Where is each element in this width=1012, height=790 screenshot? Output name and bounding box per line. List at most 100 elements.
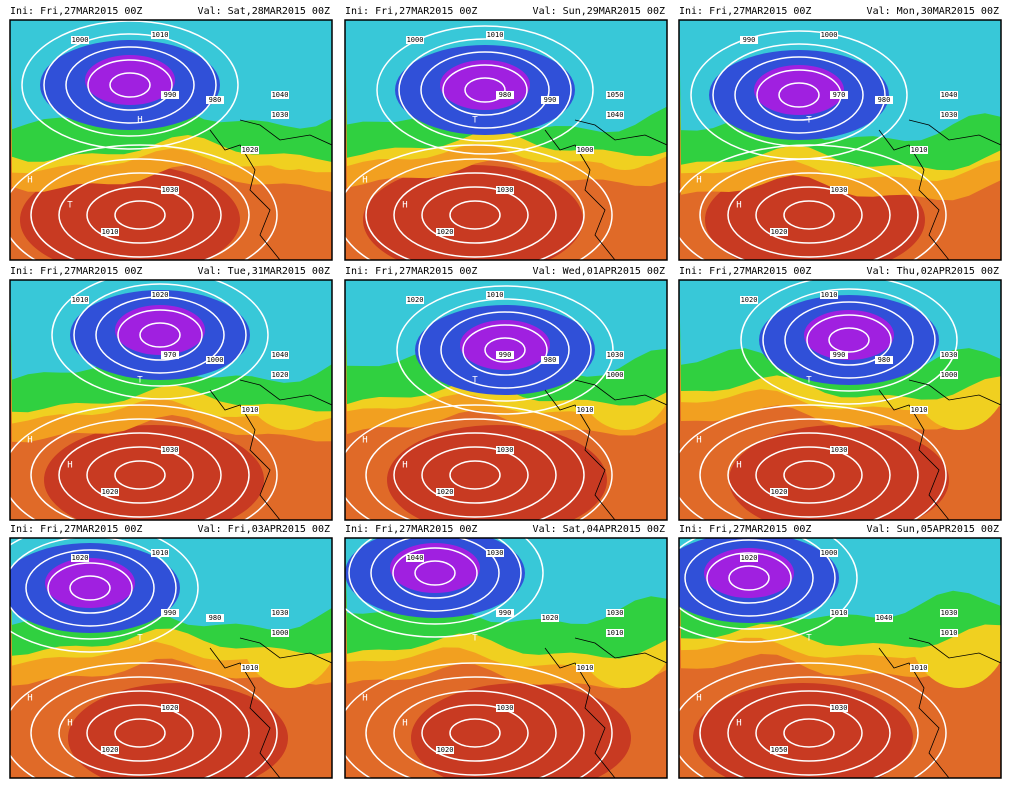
isobar [449, 718, 501, 748]
pressure-center: T [472, 116, 478, 126]
label-bg [151, 291, 169, 299]
isobar-label: 1000 [821, 549, 838, 557]
coastline [544, 129, 616, 260]
init-time: Ini: Fri,27MAR2015 00Z [10, 6, 142, 17]
isobar [727, 432, 891, 518]
label-bg [830, 609, 848, 617]
isobar-label: 980 [878, 96, 891, 104]
isobar [398, 38, 572, 142]
coastline [209, 389, 281, 520]
pressure-center: H [362, 436, 367, 446]
isobar [10, 144, 278, 260]
label-bg [71, 554, 89, 562]
map-layers: 1000 1010 990 980 1040 1030 1020 1030 1010 H T H [10, 20, 332, 260]
isobar-label: 990 [164, 609, 177, 617]
isobar [418, 298, 592, 402]
label-bg [830, 186, 848, 194]
isobar [65, 46, 195, 124]
label-bg [496, 186, 514, 194]
label-bg [71, 36, 89, 44]
label-bg [271, 629, 289, 637]
label-bg [576, 664, 594, 672]
isobar-label: 1040 [272, 351, 289, 359]
isobar [10, 662, 278, 778]
weather-map: 1020 1010 990 980 1030 1000 1010 1030 1020 H H T [345, 280, 667, 520]
label-bg [241, 664, 259, 672]
isobar [86, 186, 194, 244]
isobar [114, 460, 166, 490]
map-layers: 1040 1030 990 1020 1030 1010 1010 1030 1020 H H T [345, 538, 667, 778]
purple-low [754, 65, 844, 115]
isobar [139, 322, 181, 348]
pressure-center: H [67, 461, 72, 471]
isobar-label: 970 [833, 91, 846, 99]
isobar-label: 1010 [607, 629, 624, 637]
isobar [376, 25, 594, 155]
isobar [345, 404, 613, 520]
isobar [727, 690, 891, 776]
isobar [484, 337, 526, 363]
weather-map: 1020 1010 990 980 1030 1000 1010 1020 1020 H H T [10, 538, 332, 778]
isobar [10, 538, 199, 653]
isobar-label: 1010 [487, 291, 504, 299]
panel-frame [678, 537, 1002, 779]
isobar-label: 1020 [741, 296, 758, 304]
isobar [87, 59, 173, 111]
isobar [806, 314, 892, 366]
weather-map: 990 1000 970 980 1040 1030 1010 1030 1020 H H T [679, 20, 1001, 260]
isobar [117, 309, 203, 361]
isobar-label: 980 [544, 356, 557, 364]
isobar-label: 1030 [497, 446, 514, 454]
isobar-label: 990 [743, 36, 756, 44]
isobar [783, 718, 835, 748]
isobar-label: 1030 [941, 111, 958, 119]
coastline [209, 129, 281, 260]
pressure-center: H [736, 461, 741, 471]
isobar-label: 1040 [876, 614, 893, 622]
pressure-center: T [806, 634, 812, 644]
coastline [878, 389, 950, 520]
isobar-label: 990 [499, 351, 512, 359]
hot-core [363, 165, 583, 260]
pressure-center: H [402, 461, 407, 471]
isobar [21, 20, 239, 150]
valid-time: Val: Sun,05APR2015 00Z [867, 524, 999, 535]
isobar-label: 1030 [497, 704, 514, 712]
isobar [740, 280, 958, 405]
coastline [908, 119, 1001, 146]
isobar-label: 970 [164, 351, 177, 359]
isobar [679, 538, 858, 643]
isobar [440, 311, 570, 389]
label-bg [436, 488, 454, 496]
valid-time: Val: Fri,03APR2015 00Z [198, 524, 330, 535]
isobar-label: 1020 [72, 554, 89, 562]
isobar [762, 288, 936, 392]
isobar-label: 1040 [407, 554, 424, 562]
pressure-center: T [806, 116, 812, 126]
isobar [365, 418, 585, 520]
label-bg [496, 446, 514, 454]
valid-time: Val: Tue,31MAR2015 00Z [198, 266, 330, 277]
isobar [30, 418, 250, 520]
isobar-label: 1020 [542, 614, 559, 622]
isobar [828, 327, 870, 353]
coastline [574, 379, 667, 406]
isobar [699, 418, 919, 520]
isobar [114, 200, 166, 230]
isobar-label: 1030 [162, 446, 179, 454]
isobar-label: 1030 [607, 609, 624, 617]
valid-time: Val: Sun,29MAR2015 00Z [533, 6, 665, 17]
hot-core [729, 425, 949, 520]
label-bg [151, 31, 169, 39]
pressure-center: H [362, 694, 367, 704]
weather-map: 1000 1010 990 980 1040 1030 1020 1030 1010 H T H [10, 20, 332, 260]
isobar-label: 1010 [487, 31, 504, 39]
pressure-center: H [736, 201, 741, 211]
isobar-label: 1010 [911, 664, 928, 672]
isobar [420, 51, 550, 129]
isobar [783, 460, 835, 490]
purple-low [115, 305, 205, 355]
label-bg [436, 228, 454, 236]
isobar [73, 283, 247, 387]
label-bg [910, 664, 928, 672]
